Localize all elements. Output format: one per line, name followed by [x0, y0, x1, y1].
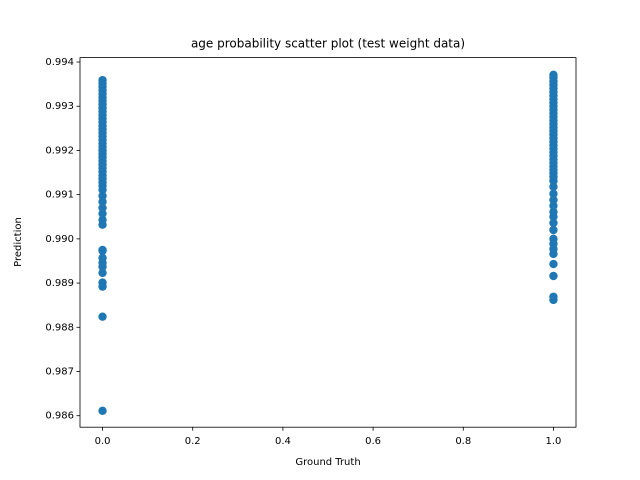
x-tick-label: 0.2: [185, 436, 201, 447]
y-tick-label: 0.987: [45, 366, 74, 377]
point: [98, 209, 107, 218]
point: [98, 191, 107, 201]
y-tick-label: 0.990: [45, 234, 74, 245]
y-tick-label: 0.988: [45, 322, 74, 333]
point: [98, 215, 107, 225]
point: [549, 182, 558, 191]
y-tick-label: 0.992: [45, 145, 74, 156]
axes-frame: [79, 57, 577, 428]
x-tick-label: 1.0: [546, 436, 562, 447]
point: [549, 259, 558, 269]
chart-title: age probability scatter plot (test weigh…: [191, 37, 465, 51]
point: [549, 234, 558, 244]
y-tick-label: 0.994: [45, 57, 74, 68]
point: [549, 195, 558, 205]
point: [98, 245, 107, 255]
x-tick-label: 0.0: [95, 436, 111, 447]
x-tick-label: 0.6: [365, 436, 381, 447]
point: [549, 225, 558, 235]
x-axis-label: Ground Truth: [295, 457, 360, 468]
y-tick-label: 0.993: [45, 101, 74, 112]
point: [549, 207, 558, 217]
point: [98, 203, 107, 213]
point: [98, 406, 107, 416]
point: [98, 278, 107, 287]
x-tick-label: 0.8: [455, 436, 471, 447]
point: [98, 75, 107, 85]
point: [549, 70, 558, 80]
x-tick-label: 0.4: [275, 436, 291, 447]
point: [98, 253, 107, 263]
point: [98, 268, 107, 278]
y-tick-label: 0.991: [45, 190, 74, 201]
point: [98, 197, 107, 206]
y-tick-label: 0.989: [45, 278, 74, 289]
y-axis-label: Prediction: [13, 217, 24, 267]
point: [549, 189, 558, 198]
point: [549, 218, 558, 228]
point: [549, 201, 558, 210]
point: [549, 271, 558, 281]
point: [549, 292, 558, 301]
y-tick-label: 0.986: [45, 411, 74, 422]
point: [98, 312, 107, 321]
